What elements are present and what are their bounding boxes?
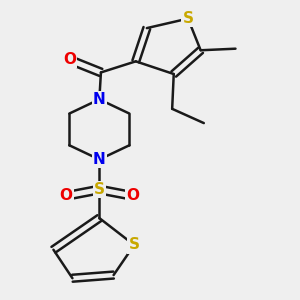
- Text: O: O: [63, 52, 76, 67]
- Text: N: N: [93, 92, 106, 107]
- Text: O: O: [60, 188, 73, 203]
- Text: O: O: [126, 188, 139, 203]
- Text: S: S: [129, 238, 140, 253]
- Text: S: S: [182, 11, 194, 26]
- Text: N: N: [93, 152, 106, 167]
- Text: S: S: [94, 182, 105, 197]
